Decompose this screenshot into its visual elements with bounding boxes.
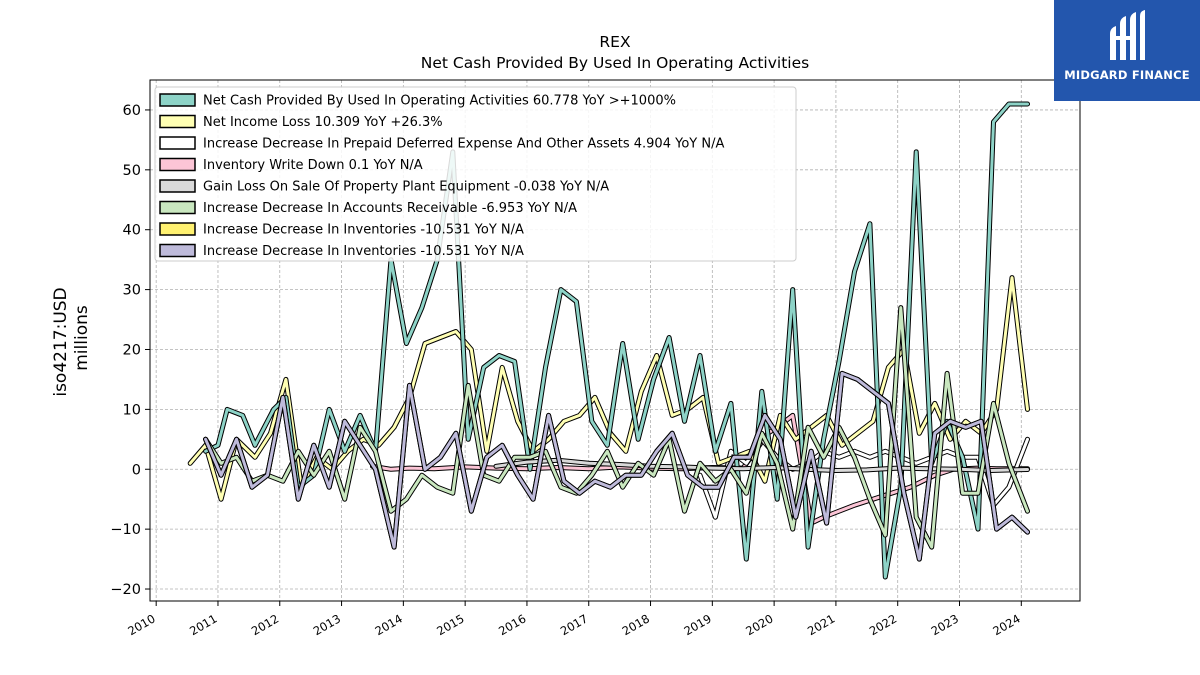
x-axis-ticks: 2010 2011 2012 2013 2014 2015 2016 2017 2018 2019… — [125, 601, 1023, 638]
chart-subtitle: Net Cash Provided By Used In Operating A… — [421, 54, 809, 72]
x-tick-label: 2012 — [249, 611, 281, 638]
series-line-stroke — [494, 458, 1029, 472]
midgard-logo-mark-icon — [1110, 10, 1145, 60]
x-tick-label: 2019 — [681, 611, 713, 638]
series-lines — [187, 101, 1030, 580]
legend-label: Increase Decrease In Inventories -10.531… — [203, 244, 524, 259]
x-tick-label: 2022 — [867, 611, 899, 638]
legend-label: Increase Decrease In Inventories -10.531… — [203, 223, 524, 238]
legend-swatch — [159, 222, 196, 236]
x-tick-label: 2016 — [496, 611, 528, 638]
series-line-stroke — [204, 306, 1029, 549]
legend-swatch — [159, 136, 196, 150]
logo-text: MIDGARD FINANCE — [1064, 68, 1190, 82]
x-tick-label: 2023 — [929, 611, 961, 638]
legend-swatch — [159, 179, 196, 193]
legend-item: Increase Decrease In Accounts Receivable… — [159, 200, 577, 216]
y-tick-label: 30 — [123, 283, 141, 299]
legend-item: Increase Decrease In Inventories -10.531… — [159, 222, 524, 238]
y-axis-label-unit: iso4217:USD — [51, 287, 71, 396]
y-tick-label: 20 — [123, 342, 141, 358]
legend-swatch — [159, 157, 196, 172]
legend-label: Gain Loss On Sale Of Property Plant Equi… — [203, 180, 609, 195]
legend-item: Net Income Loss 10.309 YoY +26.3% — [159, 114, 443, 130]
legend-label: Net Income Loss 10.309 YoY +26.3% — [203, 115, 443, 130]
x-tick-label: 2020 — [743, 611, 775, 638]
legend-swatch — [159, 200, 196, 215]
x-tick-label: 2017 — [558, 611, 590, 638]
legend-label: Net Cash Provided By Used In Operating A… — [203, 94, 676, 109]
legend-label: Inventory Write Down 0.1 YoY N/A — [203, 158, 423, 173]
x-tick-label: 2015 — [434, 611, 466, 638]
series-line-stroke — [204, 371, 1029, 561]
legend-item: Gain Loss On Sale Of Property Plant Equi… — [159, 179, 609, 195]
legend-swatch — [159, 114, 196, 129]
y-tick-label: −20 — [110, 582, 141, 598]
series-line-5 — [203, 305, 1030, 550]
legend-swatch — [159, 243, 196, 258]
series-line-7 — [203, 370, 1030, 562]
chart-title: REX — [599, 33, 631, 51]
plot-frame — [149, 79, 1081, 602]
legend-item: Net Cash Provided By Used In Operating A… — [159, 93, 676, 109]
x-tick-label: 2018 — [620, 611, 652, 638]
y-tick-label: 40 — [123, 223, 141, 239]
series-line-0 — [203, 101, 1030, 580]
y-tick-label: 60 — [123, 103, 141, 119]
legend-label: Increase Decrease In Accounts Receivable… — [203, 201, 577, 216]
y-axis-label: iso4217:USD millions — [51, 287, 92, 396]
legend-label: Increase Decrease In Prepaid Deferred Ex… — [203, 137, 724, 152]
legend-item: Inventory Write Down 0.1 YoY N/A — [159, 157, 423, 173]
legend-swatch — [159, 93, 196, 107]
y-tick-label: 0 — [132, 462, 141, 478]
legend: Net Cash Provided By Used In Operating A… — [154, 86, 797, 262]
legend-item: Increase Decrease In Inventories -10.531… — [159, 243, 524, 259]
x-tick-label: 2014 — [372, 611, 404, 638]
chart-title-group: REX Net Cash Provided By Used In Operati… — [421, 33, 809, 72]
x-tick-label: 2011 — [187, 611, 219, 638]
midgard-finance-logo: MIDGARD FINANCE — [1054, 0, 1200, 101]
x-tick-label: 2024 — [990, 611, 1022, 638]
x-tick-label: 2013 — [311, 611, 343, 638]
x-tick-label: 2010 — [125, 611, 157, 638]
y-tick-label: 50 — [123, 163, 141, 179]
y-tick-label: −10 — [110, 522, 141, 538]
legend-item: Increase Decrease In Prepaid Deferred Ex… — [159, 136, 724, 152]
x-tick-label: 2021 — [805, 611, 837, 638]
y-axis-ticks: −20 −10 0 10 20 30 40 50 60 — [110, 103, 150, 598]
y-tick-label: 10 — [123, 402, 141, 418]
y-axis-label-scale: millions — [72, 305, 92, 371]
legend-box — [154, 86, 797, 262]
series-line-4 — [493, 457, 1030, 473]
series-line-stroke — [204, 102, 1029, 579]
